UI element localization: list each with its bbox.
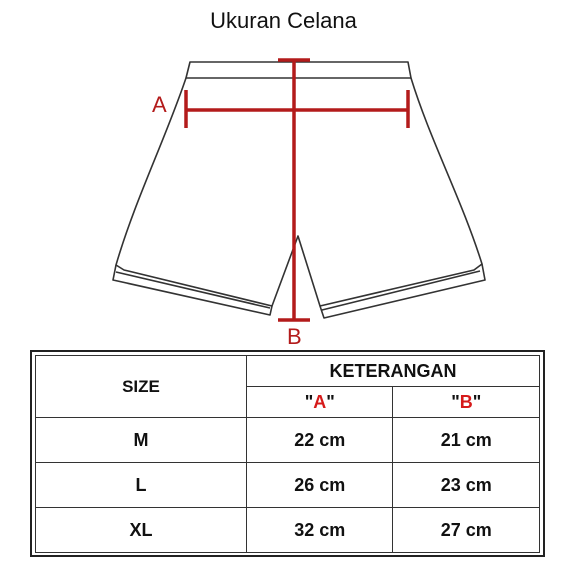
left-hem: [112, 264, 273, 316]
header-col-b-close-quote: ": [472, 391, 482, 412]
header-col-a: "A": [245, 386, 394, 418]
table-subheader-row: "A" "B": [36, 386, 540, 418]
cell-size: M: [35, 417, 247, 463]
table-row: XL 32 cm 27 cm: [35, 507, 540, 553]
cell-b: 23 cm: [392, 462, 540, 508]
label-b: B: [287, 324, 302, 345]
table-header-row: SIZE KETERANGAN: [35, 355, 540, 418]
measurement-lines: [184, 58, 410, 322]
table-row: L 26 cm 23 cm: [35, 462, 540, 508]
table-row: M 22 cm 21 cm: [35, 417, 540, 463]
header-keterangan: KETERANGAN: [246, 355, 540, 387]
cell-size: L: [35, 462, 247, 508]
cell-b: 21 cm: [392, 417, 540, 463]
size-table: SIZE KETERANGAN "A" "B" M 22 cm 21 cm L …: [30, 350, 545, 557]
cell-size: XL: [35, 507, 247, 553]
shorts-diagram: A B: [112, 58, 486, 345]
cell-b: 27 cm: [392, 507, 540, 553]
size-table-grid: SIZE KETERANGAN "A" "B" M 22 cm 21 cm L …: [35, 355, 540, 553]
waistband: [185, 61, 412, 79]
header-col-b: "B": [392, 386, 540, 418]
shorts-outline: [112, 61, 486, 319]
header-col-a-open-quote: ": [304, 391, 314, 412]
header-size: SIZE: [35, 355, 247, 418]
cell-a: 22 cm: [245, 417, 394, 463]
cell-a: 32 cm: [245, 507, 394, 553]
header-col-b-open-quote: ": [451, 391, 460, 412]
shorts-body: [115, 77, 483, 307]
label-a: A: [152, 92, 167, 117]
right-hem: [319, 263, 486, 319]
header-col-b-letter: B: [459, 391, 473, 412]
page-title: Ukuran Celana: [210, 8, 357, 33]
header-col-a-close-quote: ": [326, 391, 335, 412]
cell-a: 26 cm: [245, 462, 394, 508]
header-col-a-letter: A: [313, 391, 327, 412]
